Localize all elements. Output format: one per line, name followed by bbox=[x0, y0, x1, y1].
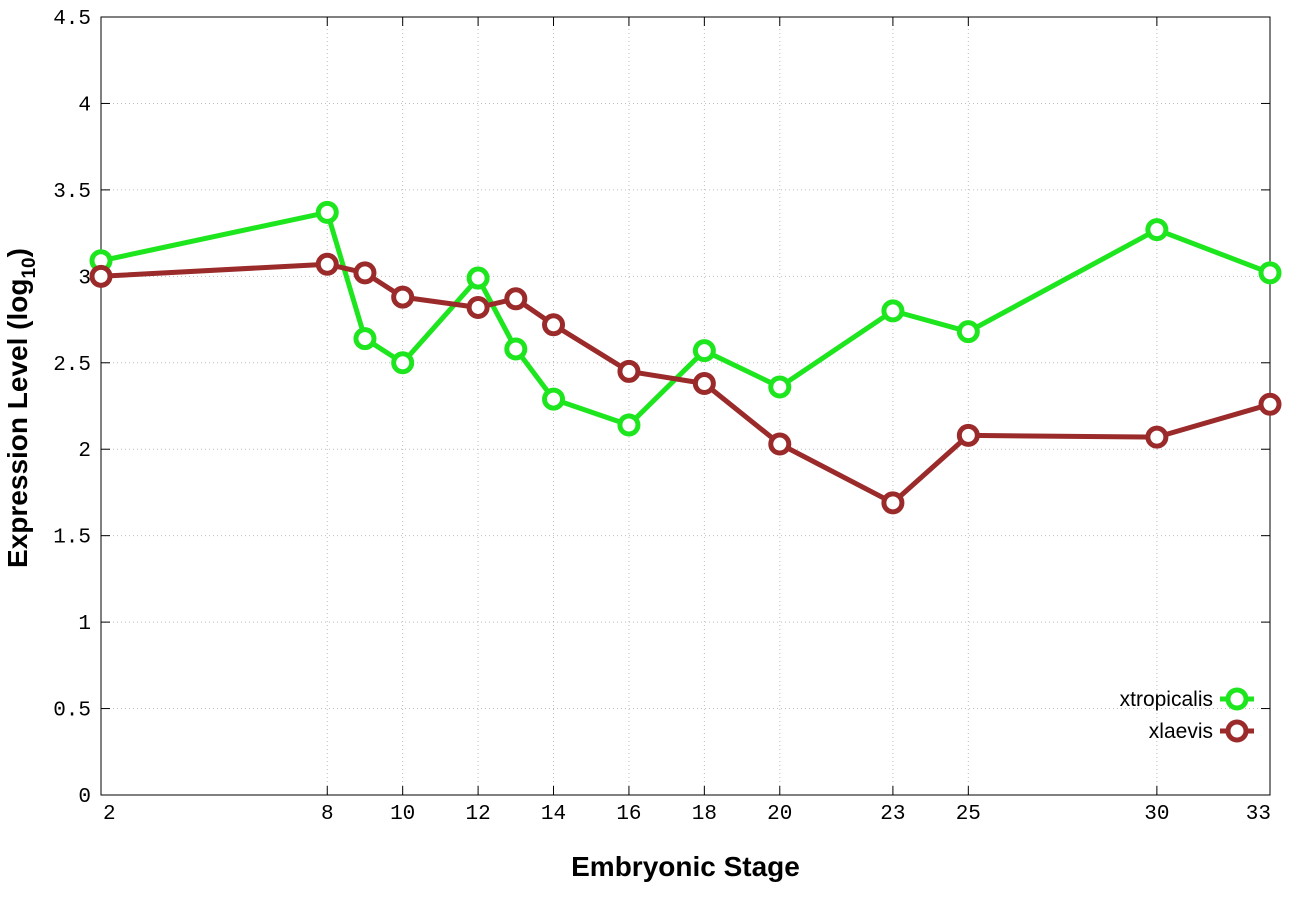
x-tick-label: 10 bbox=[390, 803, 415, 826]
y-tick-label: 4 bbox=[78, 94, 91, 117]
x-tick-label: 14 bbox=[541, 803, 566, 826]
y-tick-label: 2.5 bbox=[53, 354, 91, 377]
x-tick-label: 16 bbox=[616, 803, 641, 826]
data-point-xtropicalis bbox=[956, 320, 980, 344]
legend-item-xlaevis: xlaevis bbox=[1149, 719, 1254, 743]
x-tick-label: 25 bbox=[956, 803, 981, 826]
series-xtropicalis bbox=[89, 200, 1282, 437]
x-tick-label: 23 bbox=[880, 803, 905, 826]
data-point-xlaevis bbox=[89, 264, 113, 288]
legend-marker-xtropicalis bbox=[1225, 687, 1249, 711]
data-point-xlaevis bbox=[956, 423, 980, 447]
y-tick-label: 2 bbox=[78, 440, 91, 463]
data-point-xtropicalis bbox=[617, 413, 641, 437]
axis-ticks: 0 0.5 1 1.5 2 2.5 3 3.5 4 4.5 2 8 10 12 14 16 18 20 23 25 30… bbox=[53, 8, 1271, 826]
data-point-xtropicalis bbox=[353, 327, 377, 351]
series-layer bbox=[89, 200, 1282, 515]
y-tick-label: 0 bbox=[78, 786, 91, 809]
data-point-xlaevis bbox=[315, 252, 339, 276]
data-point-xlaevis bbox=[1258, 392, 1282, 416]
y-tick-label: 1.5 bbox=[53, 527, 91, 550]
x-tick-label: 8 bbox=[321, 803, 334, 826]
series-line-xlaevis bbox=[98, 261, 1273, 506]
grid-lines bbox=[101, 17, 1270, 795]
y-tick-label: 1 bbox=[78, 613, 91, 636]
data-point-xlaevis bbox=[391, 285, 415, 309]
data-point-xtropicalis bbox=[542, 387, 566, 411]
x-tick-label: 30 bbox=[1144, 803, 1169, 826]
legend: xtropicalis xlaevis bbox=[1120, 687, 1254, 743]
y-axis-title-subscript: 10 bbox=[19, 257, 40, 278]
data-point-xlaevis bbox=[504, 287, 528, 311]
data-point-xtropicalis bbox=[1145, 218, 1169, 242]
data-point-xlaevis bbox=[466, 295, 490, 319]
y-tick-label: 4.5 bbox=[53, 8, 91, 31]
data-point-xtropicalis bbox=[391, 351, 415, 375]
data-point-xlaevis bbox=[881, 491, 905, 515]
data-point-xlaevis bbox=[692, 372, 716, 396]
y-tick-label: 3 bbox=[78, 267, 91, 290]
legend-item-xtropicalis: xtropicalis bbox=[1120, 687, 1254, 711]
data-point-xtropicalis bbox=[504, 337, 528, 361]
plot-frame bbox=[100, 16, 1271, 796]
series-line-xtropicalis bbox=[98, 209, 1273, 428]
y-axis-title: Expression Level (log10) bbox=[2, 248, 40, 568]
data-point-xlaevis bbox=[617, 359, 641, 383]
data-point-xtropicalis bbox=[466, 266, 490, 290]
data-point-xtropicalis bbox=[881, 299, 905, 323]
data-point-xtropicalis bbox=[1258, 261, 1282, 285]
y-axis-title-close: ) bbox=[2, 248, 33, 257]
legend-marker-xlaevis bbox=[1225, 719, 1249, 743]
data-point-xlaevis bbox=[1145, 425, 1169, 449]
data-point-xtropicalis bbox=[768, 375, 792, 399]
legend-label: xtropicalis bbox=[1120, 688, 1213, 711]
data-point-xlaevis bbox=[353, 261, 377, 285]
x-tick-label: 20 bbox=[767, 803, 792, 826]
data-point-xtropicalis bbox=[692, 339, 716, 363]
data-point-xlaevis bbox=[768, 432, 792, 456]
series-xlaevis bbox=[89, 252, 1282, 515]
x-tick-label: 18 bbox=[692, 803, 717, 826]
data-point-xtropicalis bbox=[315, 200, 339, 224]
y-tick-label: 3.5 bbox=[53, 181, 91, 204]
y-axis-title-main: Expression Level (log bbox=[2, 279, 33, 568]
x-tick-label: 33 bbox=[1246, 803, 1271, 826]
x-tick-label: 12 bbox=[465, 803, 490, 826]
x-axis-title: Embryonic Stage bbox=[571, 851, 800, 882]
legend-label: xlaevis bbox=[1149, 720, 1213, 743]
data-point-xlaevis bbox=[542, 313, 566, 337]
x-tick-label: 2 bbox=[103, 803, 116, 826]
y-tick-label: 0.5 bbox=[53, 700, 91, 723]
